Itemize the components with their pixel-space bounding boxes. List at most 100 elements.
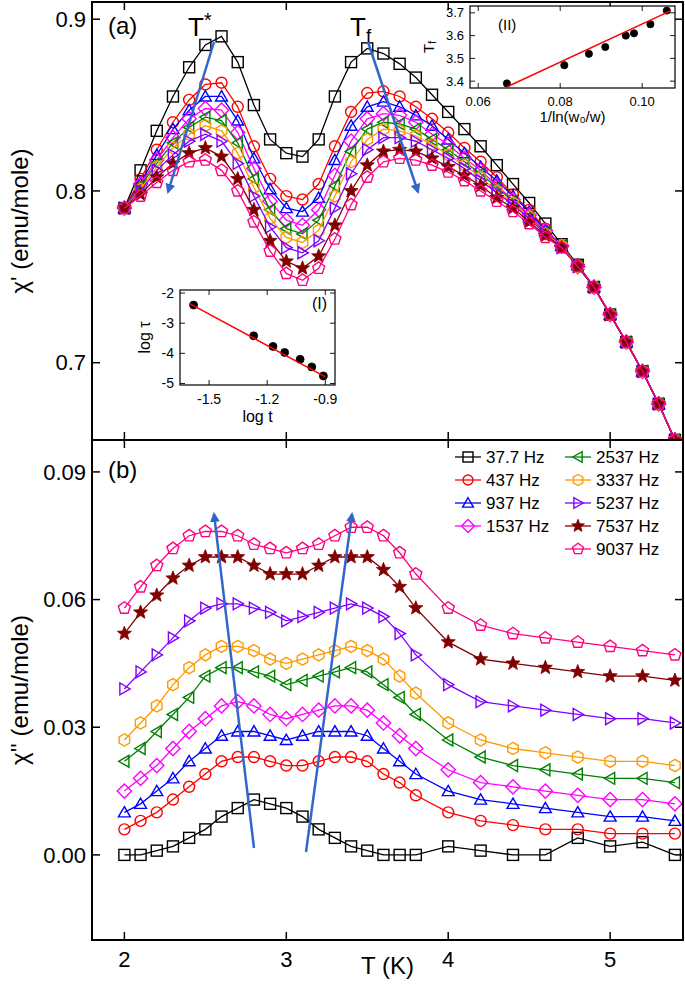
data-point (199, 154, 211, 165)
data-point (328, 550, 342, 563)
data-point (538, 228, 552, 241)
y-tick (470, 58, 475, 59)
x-axis-label: T (K) (361, 952, 414, 979)
inset-background (180, 290, 335, 385)
data-point (232, 185, 244, 196)
data-point (345, 662, 355, 674)
data-point (249, 602, 259, 614)
data-point (152, 700, 162, 712)
data-point (363, 144, 373, 156)
ticks: -1.5-1.2-0.9-2-3-4-5 (162, 285, 338, 407)
data-point (295, 707, 309, 721)
y-axis-label: χ' (emu/mole) (6, 148, 33, 293)
data-point (280, 734, 292, 744)
data-point (604, 308, 616, 319)
data-point (668, 673, 682, 686)
data-point (603, 307, 617, 320)
data-point (619, 335, 633, 349)
data-point (150, 758, 164, 772)
data-point (573, 709, 583, 721)
data-point (198, 550, 212, 563)
data-point (313, 262, 325, 273)
data-point (507, 760, 517, 772)
data-point (135, 849, 146, 860)
data-point (266, 606, 276, 618)
data-point (379, 611, 389, 623)
data-point (426, 159, 438, 170)
x-tick-top (267, 290, 268, 295)
data-point (329, 529, 341, 540)
data-point (216, 164, 228, 175)
data-point (135, 580, 147, 591)
data-point (135, 190, 147, 201)
data-point (247, 699, 261, 713)
data-point (232, 115, 244, 125)
data-point (360, 158, 374, 171)
data-point (281, 803, 292, 814)
series-line (124, 668, 675, 783)
data-point (279, 254, 293, 267)
data-point (427, 89, 438, 100)
data-point (118, 602, 130, 613)
x-tick (124, 932, 126, 940)
data-point (539, 231, 551, 242)
y-tick-right (675, 190, 683, 192)
data-point (232, 640, 242, 652)
data-point (183, 155, 195, 166)
data-point (605, 309, 615, 321)
data-point (201, 602, 211, 614)
data-point (297, 674, 307, 686)
data-point (394, 756, 406, 766)
data-point (135, 717, 145, 729)
data-point (119, 202, 129, 214)
data-point (363, 602, 373, 614)
data-point (458, 174, 470, 185)
series-line (124, 158, 675, 440)
series-8 (118, 152, 681, 440)
trend-arrow (214, 514, 254, 848)
data-point (119, 203, 130, 214)
data-point (120, 683, 130, 695)
data-point (232, 529, 244, 540)
series-4 (119, 111, 680, 440)
series-4 (119, 662, 680, 789)
data-point (184, 62, 195, 73)
x-tick (609, 932, 611, 940)
data-point (279, 712, 293, 726)
data-point (602, 43, 609, 50)
data-point (491, 160, 502, 171)
data-point (394, 691, 404, 703)
data-point (442, 166, 454, 177)
data-point (297, 194, 308, 205)
data-point (185, 615, 195, 627)
y-tick (180, 383, 185, 384)
trend-arrow (168, 42, 214, 192)
data-point (637, 828, 648, 839)
y-tick-right (670, 81, 675, 82)
data-point (603, 669, 617, 682)
data-point (604, 811, 616, 821)
data-point (134, 187, 148, 200)
data-point (232, 803, 243, 814)
data-point (475, 141, 486, 152)
data-point (668, 433, 682, 440)
data-point (459, 124, 470, 135)
data-point (248, 666, 258, 678)
series-line (124, 148, 675, 440)
data-point (119, 203, 130, 214)
series-line (124, 36, 675, 440)
legend-marker (463, 452, 473, 462)
y-tick (470, 12, 475, 13)
y-tick-label: -5 (162, 375, 175, 391)
data-point (637, 366, 648, 377)
data-point (668, 797, 682, 811)
data-point (638, 713, 648, 725)
data-point (346, 57, 357, 68)
panel-label: (b) (108, 456, 137, 483)
data-point (556, 241, 568, 252)
data-point (151, 176, 163, 187)
data-point (362, 88, 373, 99)
data-point (605, 309, 616, 320)
ticks: 0.060.080.103.43.53.63.7 (446, 5, 675, 109)
data-point (118, 202, 130, 213)
